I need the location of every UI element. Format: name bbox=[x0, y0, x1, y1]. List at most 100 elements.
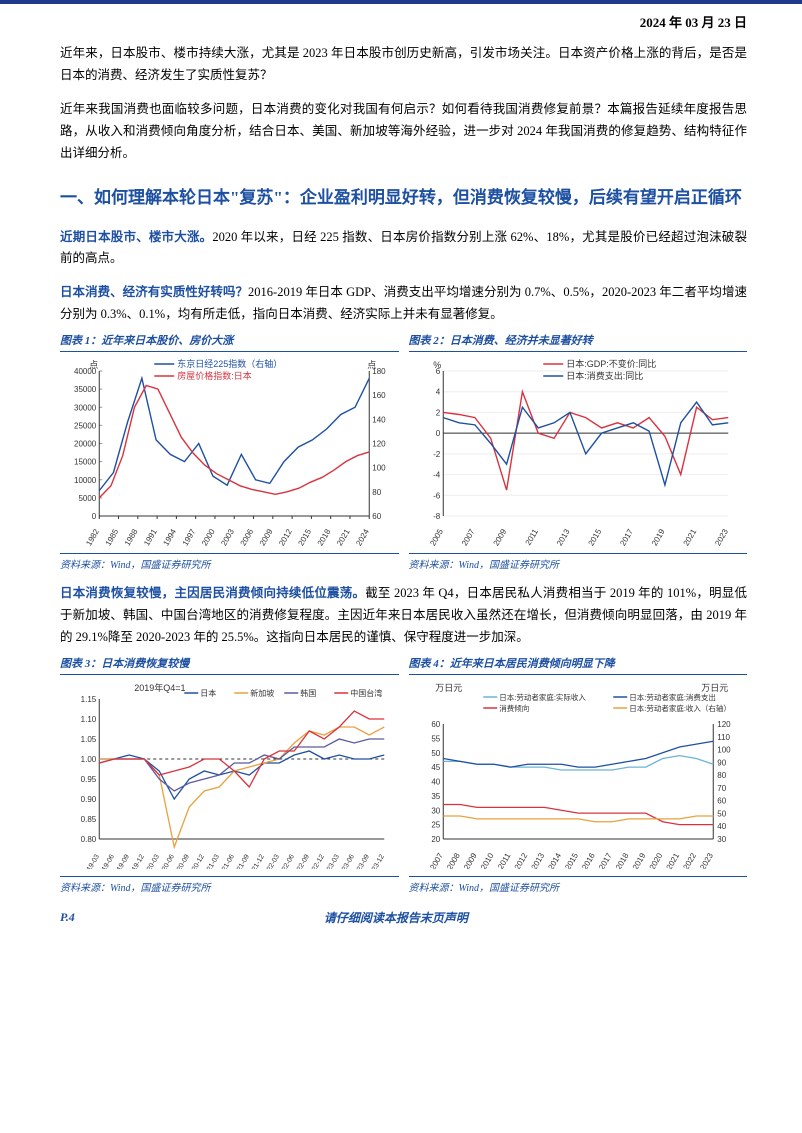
svg-text:1.10: 1.10 bbox=[81, 715, 97, 724]
svg-text:25: 25 bbox=[431, 820, 440, 829]
svg-text:2008: 2008 bbox=[445, 851, 462, 869]
svg-text:韩国: 韩国 bbox=[300, 688, 316, 698]
svg-text:2009: 2009 bbox=[462, 851, 479, 869]
svg-text:2019: 2019 bbox=[649, 527, 666, 546]
svg-text:2012: 2012 bbox=[277, 527, 294, 546]
svg-text:1991: 1991 bbox=[142, 527, 159, 546]
svg-text:2023: 2023 bbox=[713, 527, 730, 546]
svg-text:22-03: 22-03 bbox=[266, 853, 281, 869]
svg-text:日本:劳动者家庭:实际收入: 日本:劳动者家庭:实际收入 bbox=[499, 692, 586, 702]
svg-text:2003: 2003 bbox=[219, 527, 236, 546]
chart-2-svg: %日本:GDP:不变价:同比日本:消费支出:同比-8-6-4-202462005… bbox=[409, 356, 748, 546]
chart-4: 图表 4：近年来日本居民消费倾向明显下降 万日元万日元日本:劳动者家庭:实际收入… bbox=[409, 655, 748, 894]
svg-text:35000: 35000 bbox=[74, 385, 97, 394]
svg-text:2: 2 bbox=[435, 408, 440, 417]
svg-text:21-09: 21-09 bbox=[236, 853, 251, 869]
divider bbox=[60, 351, 399, 352]
svg-text:1985: 1985 bbox=[104, 527, 121, 546]
svg-text:19-06: 19-06 bbox=[101, 853, 116, 869]
svg-text:2015: 2015 bbox=[586, 527, 603, 546]
svg-text:20-06: 20-06 bbox=[161, 853, 176, 869]
chart-4-source: 资料来源：Wind，国盛证券研究所 bbox=[409, 876, 748, 894]
svg-text:22-06: 22-06 bbox=[281, 853, 296, 869]
svg-text:2017: 2017 bbox=[618, 527, 635, 546]
svg-text:2024: 2024 bbox=[354, 527, 371, 546]
svg-text:30: 30 bbox=[717, 835, 726, 844]
svg-text:25000: 25000 bbox=[74, 421, 97, 430]
svg-text:2021: 2021 bbox=[681, 527, 698, 546]
svg-text:0.90: 0.90 bbox=[81, 795, 97, 804]
chart-row-1: 图表 1：近年来日本股价、房价大涨 点点东京日经225指数（右轴）房屋价格指数:… bbox=[60, 332, 747, 571]
svg-text:80: 80 bbox=[372, 488, 381, 497]
svg-text:21-03: 21-03 bbox=[206, 853, 221, 869]
svg-text:2015: 2015 bbox=[296, 527, 313, 546]
svg-text:2011: 2011 bbox=[523, 527, 540, 546]
svg-text:2018: 2018 bbox=[316, 527, 333, 546]
chart-3-title: 图表 3：日本消费恢复较慢 bbox=[60, 655, 399, 671]
svg-text:2009: 2009 bbox=[258, 527, 275, 546]
svg-text:20: 20 bbox=[431, 835, 440, 844]
svg-text:2020: 2020 bbox=[647, 851, 664, 869]
svg-text:2000: 2000 bbox=[200, 527, 217, 546]
svg-text:23-09: 23-09 bbox=[356, 853, 371, 869]
svg-text:2007: 2007 bbox=[459, 527, 476, 546]
chart-1: 图表 1：近年来日本股价、房价大涨 点点东京日经225指数（右轴）房屋价格指数:… bbox=[60, 332, 399, 571]
svg-text:80: 80 bbox=[717, 771, 726, 780]
svg-text:日本:GDP:不变价:同比: 日本:GDP:不变价:同比 bbox=[566, 358, 656, 369]
svg-text:-4: -4 bbox=[433, 471, 441, 480]
svg-text:2012: 2012 bbox=[512, 851, 529, 869]
footer-disclaimer: 请仔细阅读本报告末页声明 bbox=[75, 909, 717, 926]
svg-text:40: 40 bbox=[431, 777, 440, 786]
svg-text:60: 60 bbox=[372, 512, 381, 521]
date-header: 2024 年 03 月 23 日 bbox=[60, 12, 747, 31]
page-number: P.4 bbox=[60, 910, 75, 925]
svg-text:2014: 2014 bbox=[546, 851, 563, 869]
svg-text:160: 160 bbox=[372, 391, 386, 400]
svg-text:0.95: 0.95 bbox=[81, 775, 97, 784]
svg-text:120: 120 bbox=[717, 720, 731, 729]
svg-text:1.15: 1.15 bbox=[81, 695, 97, 704]
chart-1-title: 图表 1：近年来日本股价、房价大涨 bbox=[60, 332, 399, 348]
chart-3-source: 资料来源：Wind，国盛证券研究所 bbox=[60, 876, 399, 894]
svg-text:20-12: 20-12 bbox=[191, 853, 206, 869]
svg-text:70: 70 bbox=[717, 784, 726, 793]
svg-text:22-12: 22-12 bbox=[311, 853, 326, 869]
svg-text:新加坡: 新加坡 bbox=[250, 688, 274, 698]
svg-text:50: 50 bbox=[717, 809, 726, 818]
svg-text:-6: -6 bbox=[433, 491, 441, 500]
svg-text:100: 100 bbox=[372, 464, 386, 473]
svg-text:10000: 10000 bbox=[74, 476, 97, 485]
svg-text:1994: 1994 bbox=[161, 527, 178, 546]
svg-text:-2: -2 bbox=[433, 450, 441, 459]
svg-text:2019年Q4=1: 2019年Q4=1 bbox=[134, 682, 185, 693]
svg-text:0: 0 bbox=[92, 512, 97, 521]
highlight-3-lead: 日本消费恢复较慢，主因居民消费倾向持续低位震荡。 bbox=[60, 586, 365, 600]
divider bbox=[409, 351, 748, 352]
svg-text:1997: 1997 bbox=[181, 527, 198, 546]
svg-text:2016: 2016 bbox=[580, 851, 597, 869]
svg-text:60: 60 bbox=[717, 796, 726, 805]
svg-text:日本:劳动者家庭:收入（右轴）: 日本:劳动者家庭:收入（右轴） bbox=[629, 703, 731, 713]
chart-2-title: 图表 2：日本消费、经济并未显著好转 bbox=[409, 332, 748, 348]
section-title: 一、如何理解本轮日本"复苏"：企业盈利明显好转，但消费恢复较慢，后续有望开启正循… bbox=[60, 184, 747, 211]
svg-text:1982: 1982 bbox=[84, 527, 101, 546]
svg-text:1988: 1988 bbox=[123, 527, 140, 546]
svg-text:23-06: 23-06 bbox=[341, 853, 356, 869]
svg-text:180: 180 bbox=[372, 367, 386, 376]
svg-text:中国台湾: 中国台湾 bbox=[350, 688, 382, 698]
svg-text:110: 110 bbox=[717, 732, 730, 741]
svg-text:2021: 2021 bbox=[335, 527, 352, 546]
svg-text:19-03: 19-03 bbox=[86, 853, 101, 869]
svg-text:2011: 2011 bbox=[496, 851, 513, 869]
chart-row-2: 图表 3：日本消费恢复较慢 2019年Q4=1日本新加坡韩国中国台湾0.800.… bbox=[60, 655, 747, 894]
svg-text:2005: 2005 bbox=[428, 527, 445, 546]
svg-text:55: 55 bbox=[431, 734, 440, 743]
svg-text:0.85: 0.85 bbox=[81, 815, 97, 824]
svg-text:万日元: 万日元 bbox=[701, 683, 728, 693]
svg-text:2023: 2023 bbox=[698, 851, 715, 869]
svg-text:40000: 40000 bbox=[74, 367, 97, 376]
svg-text:2010: 2010 bbox=[478, 851, 495, 869]
highlight-1: 近期日本股市、楼市大涨。2020 年以来，日经 225 指数、日本房价指数分别上… bbox=[60, 227, 747, 271]
chart-2: 图表 2：日本消费、经济并未显著好转 %日本:GDP:不变价:同比日本:消费支出… bbox=[409, 332, 748, 571]
svg-text:23-03: 23-03 bbox=[326, 853, 341, 869]
